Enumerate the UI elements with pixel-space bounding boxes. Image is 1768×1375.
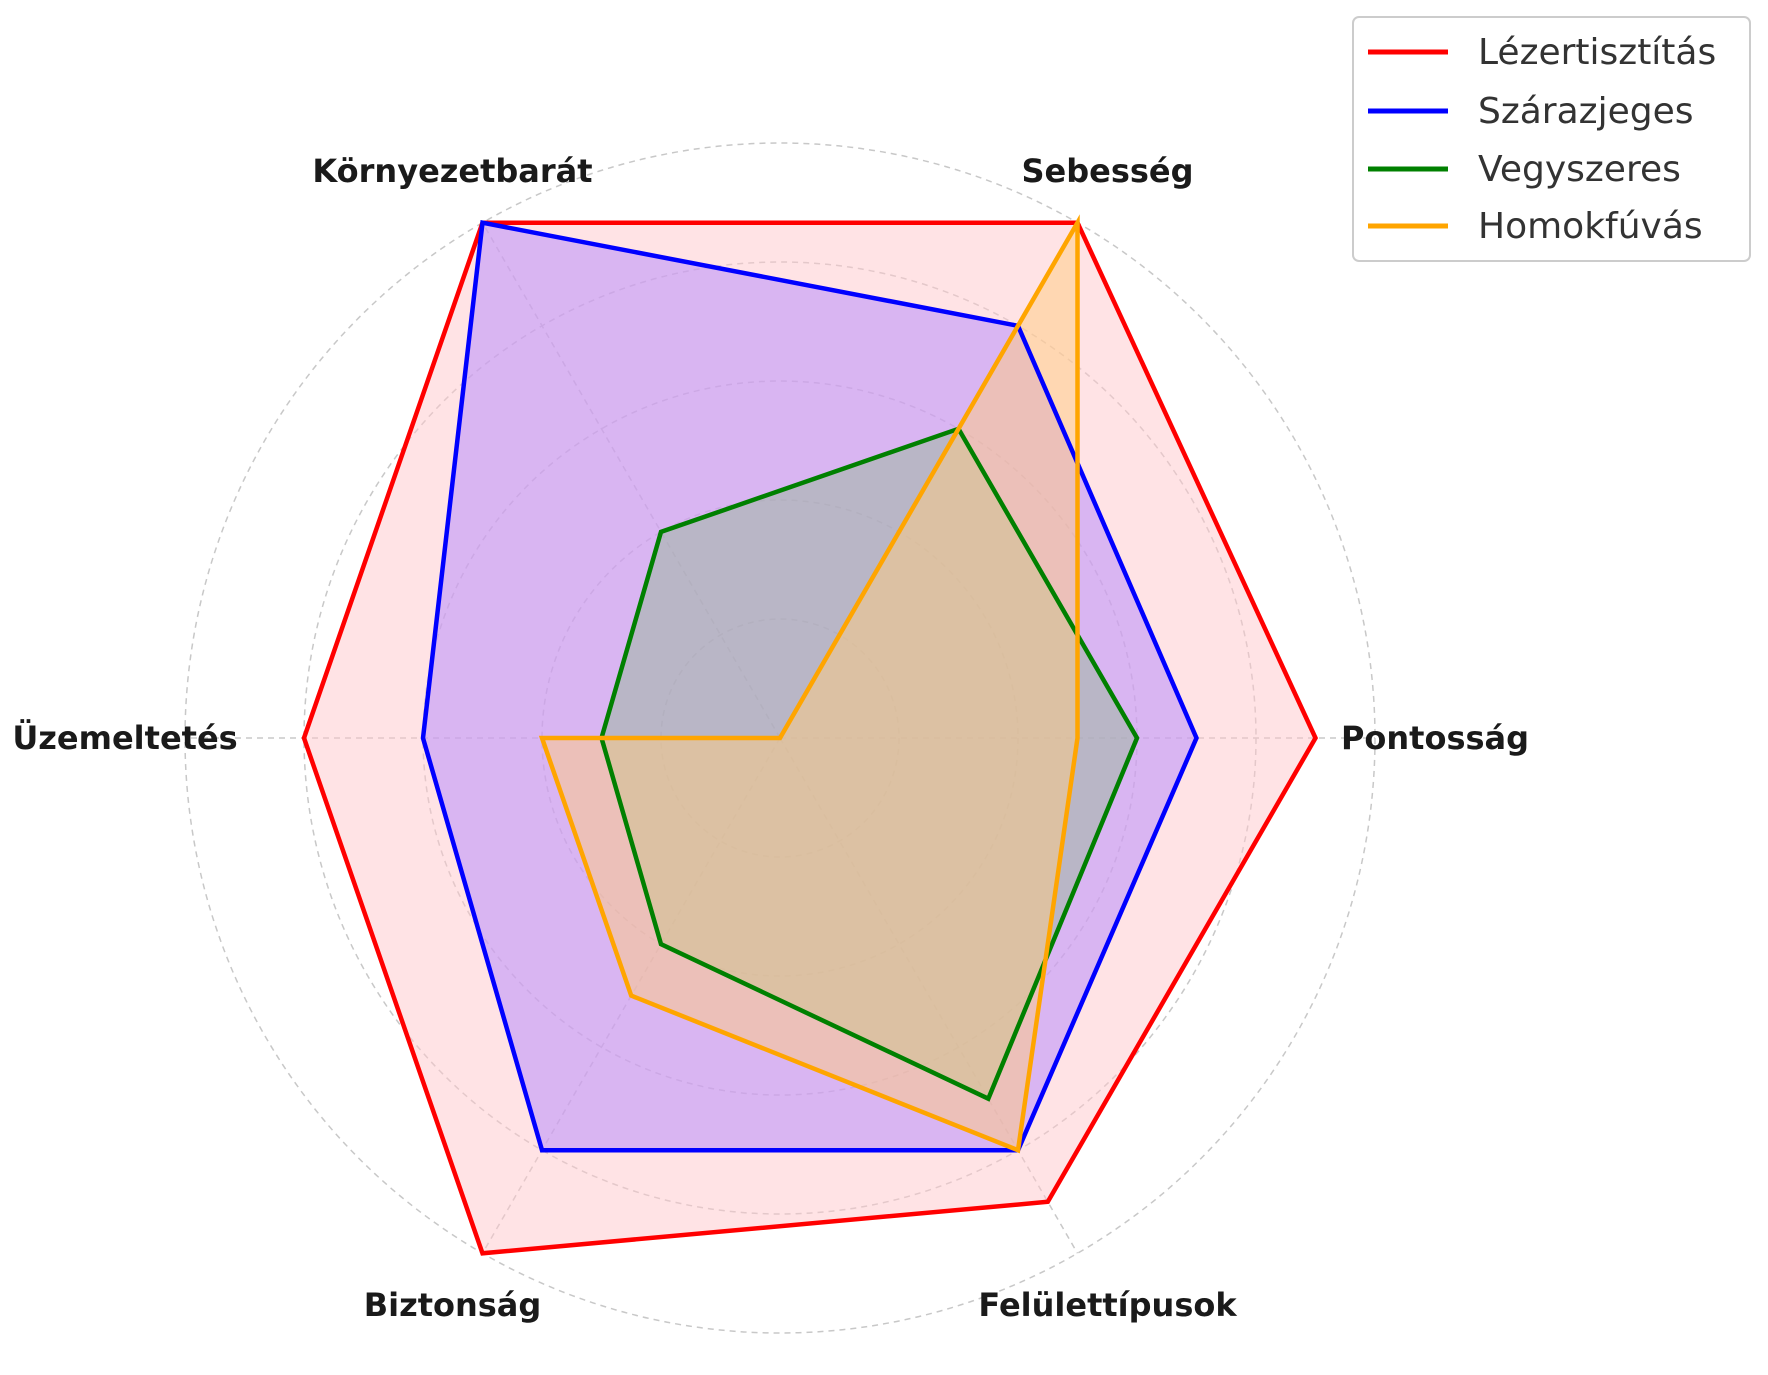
legend-box (1352, 16, 1751, 262)
axis-label-6: Felülettípusok (978, 1286, 1237, 1324)
legend-label-lezertisztitas: Lézertisztítás (1478, 32, 1716, 73)
series-fill-4 (542, 222, 1078, 1151)
series-fills (304, 222, 1316, 1254)
axis-label-2: Sebesség (1021, 152, 1193, 190)
axis-label-3: Környezetbarát (312, 152, 592, 190)
legend: Lézertisztítás Szárazjeges Vegyszeres Ho… (1352, 16, 1751, 262)
legend-label-vegyszeres: Vegyszeres (1478, 149, 1681, 190)
legend-label-homokfuvas: Homokfúvás (1478, 206, 1703, 247)
series-line-4 (538, 214, 1080, 1154)
axis-label-1: Pontosság (1341, 719, 1529, 757)
series-lines (301, 214, 1319, 1256)
axis-label-5: Biztonság (364, 1286, 542, 1324)
axis-label-4: Üzemeltetés (12, 719, 237, 757)
legend-label-szarazjeges: Szárazjeges (1478, 91, 1693, 132)
axis-labels: Pontosság Sebesség Környezetbarát Üzemeltet… (12, 152, 1529, 1324)
